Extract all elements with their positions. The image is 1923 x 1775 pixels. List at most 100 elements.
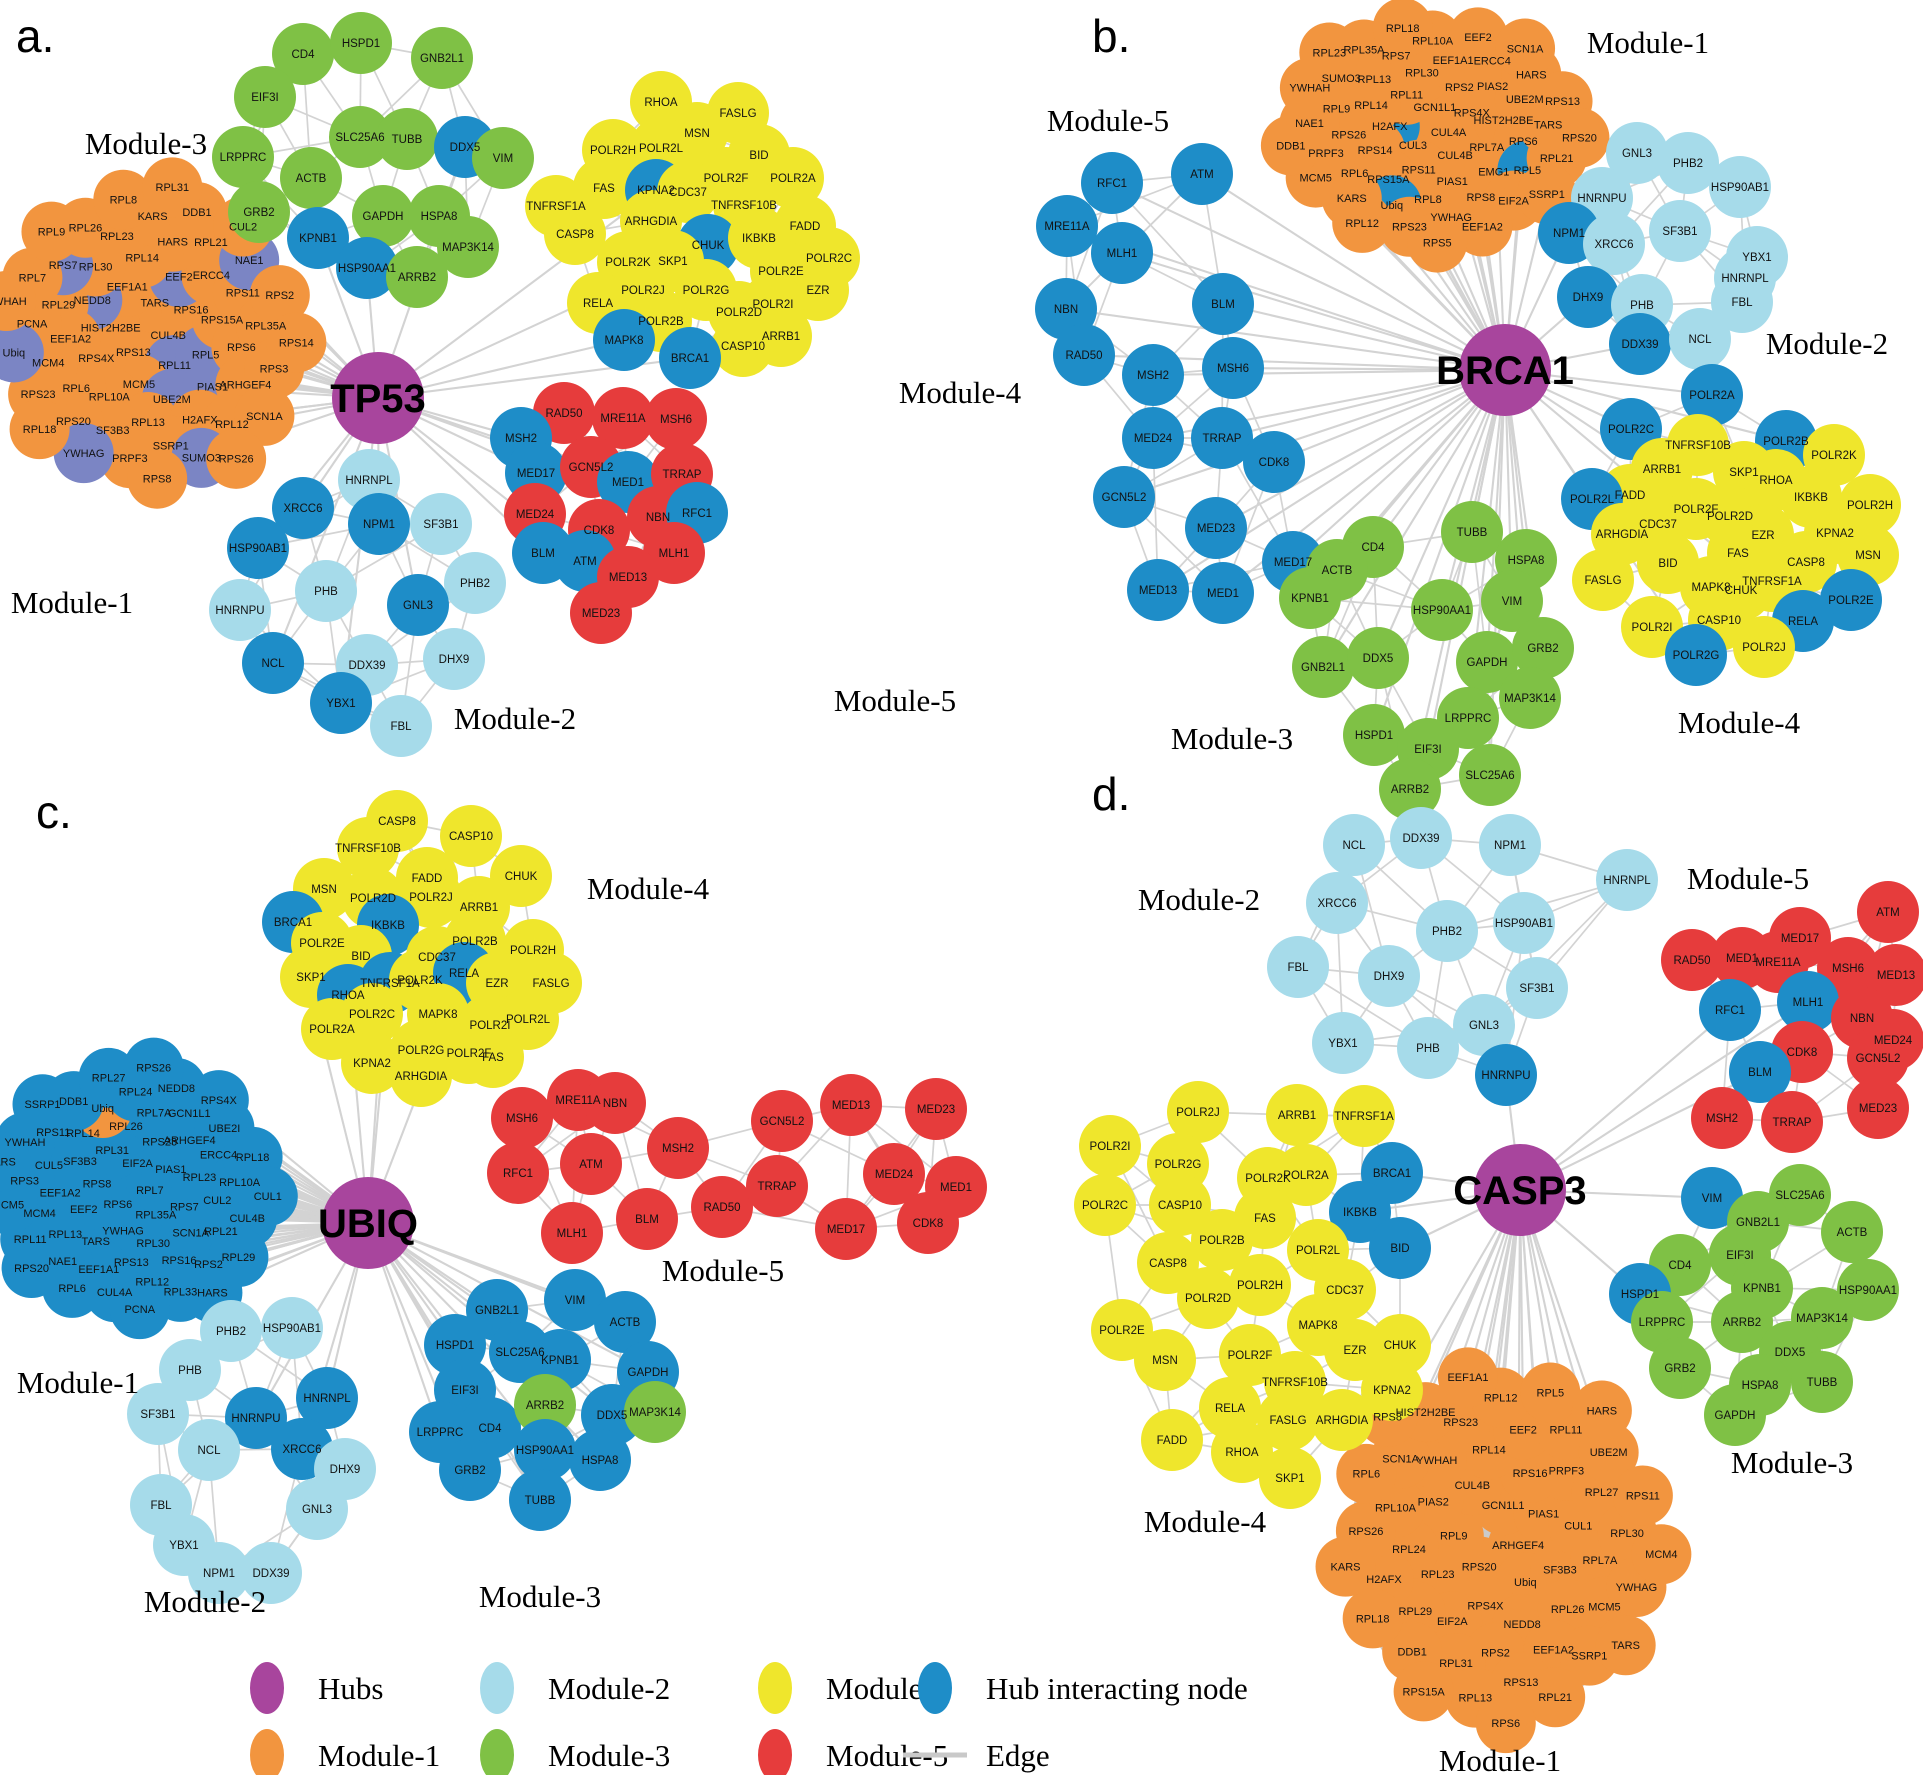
gene-node xyxy=(329,106,391,168)
gene-label: RPL18 xyxy=(1356,1613,1390,1625)
gene-node xyxy=(1649,1337,1711,1399)
hub-edge xyxy=(377,189,657,399)
legend-item-module-2: Module-2 xyxy=(480,1662,670,1714)
gene-label: RPL9 xyxy=(1440,1531,1468,1543)
gene-node xyxy=(1865,944,1923,1006)
panel-letter: d. xyxy=(1092,768,1130,820)
panel-c: RPL7 RPS6 EIF2A RPL35A RPS8 PIAS1 YWHAG RPL31 RP… xyxy=(0,786,987,1619)
gene-node xyxy=(491,1087,553,1149)
gene-label: ATM xyxy=(579,1159,602,1171)
gene-node xyxy=(237,1166,298,1227)
gene-node xyxy=(1091,222,1153,284)
gene-node xyxy=(78,1047,139,1108)
gene-label: MED17 xyxy=(1274,557,1312,569)
gene-node xyxy=(295,560,357,622)
gene-label: EMG1 xyxy=(1478,167,1509,179)
gene-node xyxy=(1761,1091,1823,1153)
gene-label: RPS16 xyxy=(162,1255,197,1267)
gene-label: RPS2 xyxy=(194,1259,223,1271)
gene-node xyxy=(897,1192,959,1254)
gene-node xyxy=(1259,1447,1321,1509)
gene-label: EEF1A2 xyxy=(1462,221,1503,233)
gene-label: BLM xyxy=(531,548,555,560)
gene-label: HSPA8 xyxy=(1508,555,1545,567)
gene-label: HNRNPU xyxy=(231,1413,280,1425)
gene-label: CASP8 xyxy=(378,816,416,828)
gene-label: YWHAG xyxy=(102,1226,144,1238)
gene-node xyxy=(234,385,295,446)
gene-label: RPL30 xyxy=(79,261,113,273)
gene-node xyxy=(1074,1174,1136,1236)
gene-label: RPL9 xyxy=(1323,104,1351,116)
gene-label: MED23 xyxy=(917,1104,955,1116)
gene-label: ARRB1 xyxy=(762,331,800,343)
gene-node xyxy=(439,1439,501,1501)
gene-node xyxy=(1279,567,1341,629)
gene-node xyxy=(462,1026,524,1088)
gene-label: Ubiq xyxy=(3,347,26,359)
gene-label: RAD50 xyxy=(1065,350,1102,362)
gene-node xyxy=(410,493,472,555)
hub-edge xyxy=(1065,307,1506,372)
gene-node xyxy=(1329,1181,1391,1243)
nodes xyxy=(0,790,987,1604)
legend-swatch xyxy=(480,1662,514,1714)
gene-label: EEF1A2 xyxy=(50,333,91,345)
gene-label: IKBKB xyxy=(742,233,776,245)
gene-node xyxy=(1171,143,1233,205)
gene-label: CUL4B xyxy=(150,330,185,342)
gene-label: ATM xyxy=(1876,907,1899,919)
gene-label: PHB xyxy=(1630,300,1654,312)
gene-label: POLR2H xyxy=(1847,500,1893,512)
gene-node xyxy=(1479,814,1541,876)
gene-node xyxy=(1315,1536,1376,1597)
gene-label: GNL3 xyxy=(302,1504,332,1516)
gene-label: CHUK xyxy=(505,871,538,883)
gene-node xyxy=(1191,1209,1253,1271)
gene-label: DDB1 xyxy=(1276,140,1305,152)
gene-label: MED24 xyxy=(516,509,555,521)
hub-edge xyxy=(1221,368,1506,440)
gene-label: YBX1 xyxy=(326,698,355,710)
gene-label: MED23 xyxy=(1197,523,1235,535)
gene-label: NBN xyxy=(1054,304,1078,316)
legend-item-hubs: Hubs xyxy=(250,1662,383,1714)
labels: CASP3 Module-1 Module-2 Module-5 Module-4 Mod… xyxy=(1092,768,1853,1775)
gene-label: NPM1 xyxy=(363,519,395,531)
gene-label: GAPDH xyxy=(363,211,404,223)
gene-label: RPL13 xyxy=(49,1229,83,1241)
gene-node xyxy=(1506,957,1568,1019)
gene-label: NCL xyxy=(1342,840,1366,852)
gene-label: POLR2D xyxy=(350,893,396,905)
gene-label: GCN5L2 xyxy=(1102,492,1147,504)
gene-node xyxy=(1495,18,1556,79)
gene-node xyxy=(310,672,372,734)
gene-node xyxy=(1493,892,1555,954)
gene-label: HSP90AB1 xyxy=(1495,918,1553,930)
gene-label: NBN xyxy=(1850,1013,1874,1025)
gene-label: PRPF3 xyxy=(1549,1466,1584,1478)
gene-node xyxy=(1437,1347,1498,1408)
gene-node xyxy=(440,805,502,867)
gene-label: SF3B3 xyxy=(63,1156,97,1168)
gene-label: EIF3I xyxy=(451,1385,478,1397)
gene-label: NEDD8 xyxy=(158,1083,195,1095)
legend-item-module-3: Module-3 xyxy=(480,1729,670,1775)
gene-node xyxy=(242,632,304,694)
gene-label: POLR2C xyxy=(1082,1200,1128,1212)
gene-label: POLR2C xyxy=(349,1009,395,1021)
gene-label: POLR2C xyxy=(1608,424,1654,436)
gene-label: RPL23 xyxy=(100,231,134,243)
gene-node xyxy=(1649,200,1711,262)
gene-label: FBL xyxy=(390,721,412,733)
module-label: Module-4 xyxy=(1144,1504,1267,1539)
gene-label: NCL xyxy=(197,1445,221,1457)
gene-label: RPL11 xyxy=(1550,1425,1583,1437)
gene-label: MED24 xyxy=(1134,433,1173,445)
gene-label: RPS11 xyxy=(36,1127,70,1139)
gene-label: UBE2M xyxy=(153,394,191,406)
gene-label: BLM xyxy=(1748,1067,1772,1079)
gene-label: CUL2 xyxy=(229,221,257,233)
gene-label: NBN xyxy=(603,1098,627,1110)
gene-label: NPM1 xyxy=(1553,228,1585,240)
